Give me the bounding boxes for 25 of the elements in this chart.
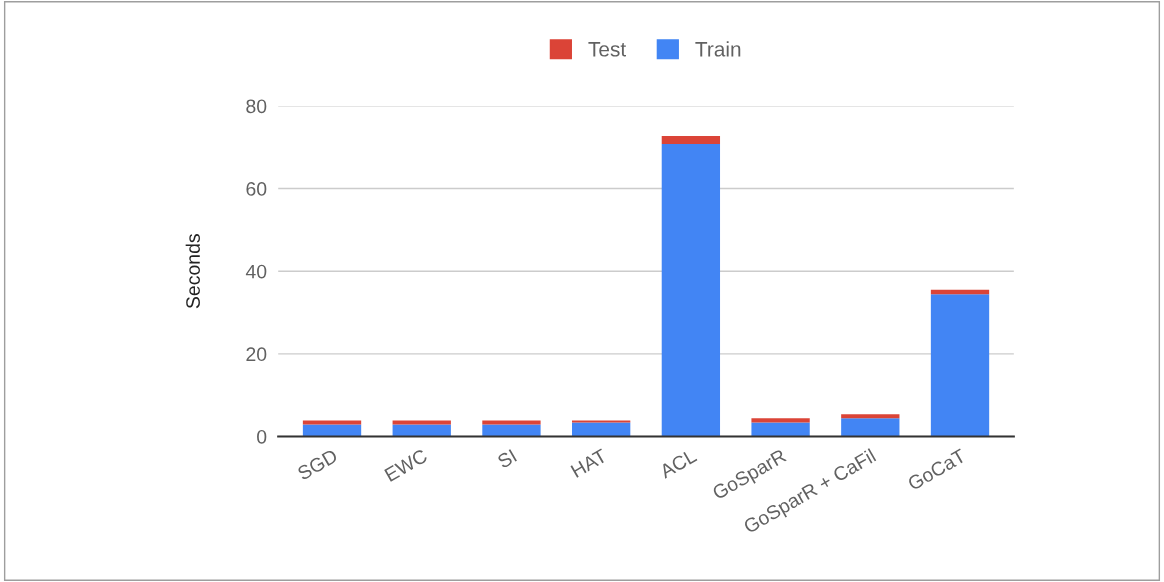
y-tick-label: 60 — [246, 182, 267, 196]
x-tick-label: SI — [496, 448, 518, 469]
bar — [751, 418, 810, 423]
y-axis-title: Seconds — [185, 234, 200, 309]
y-tick-label: 40 — [245, 264, 267, 279]
y-tick-label: 0 — [257, 429, 267, 444]
bar — [841, 414, 900, 419]
bar — [751, 422, 810, 437]
bar — [482, 420, 541, 425]
y-tick-label: 80 — [246, 99, 267, 114]
bar — [661, 136, 721, 144]
x-tick-label: HAT — [570, 448, 608, 478]
x-tick-label: SGD — [296, 448, 339, 481]
bar — [841, 418, 900, 437]
bar — [572, 422, 631, 437]
bar — [661, 143, 721, 437]
legend-label: Test — [588, 42, 626, 57]
bar — [392, 420, 451, 425]
legend-label: Train — [695, 41, 741, 57]
bar — [572, 420, 631, 423]
bar — [930, 294, 990, 437]
y-tick-label: 20 — [246, 347, 267, 362]
x-tick-label: EWC — [384, 448, 429, 482]
x-tick-label: ACL — [658, 448, 698, 479]
bar — [302, 420, 362, 425]
